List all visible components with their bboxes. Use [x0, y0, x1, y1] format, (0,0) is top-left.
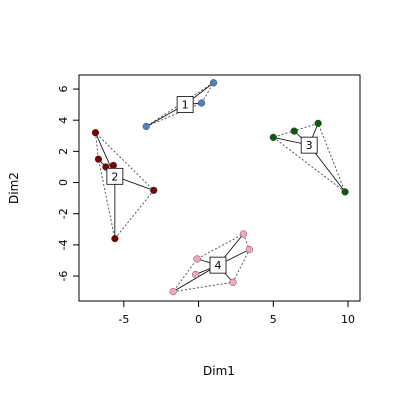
cluster-center-label: 2 — [111, 170, 118, 183]
data-point — [111, 235, 119, 243]
x-tick-label: 10 — [341, 313, 355, 326]
data-point — [91, 129, 100, 137]
cluster-1: 1 — [142, 79, 218, 131]
data-point — [245, 245, 253, 254]
cluster-4: 4 — [169, 230, 253, 296]
data-point — [290, 127, 298, 135]
y-tick-label: 0 — [57, 179, 70, 186]
data-point — [229, 278, 237, 286]
x-axis-title: Dim1 — [203, 364, 235, 378]
x-tick-label: 5 — [270, 313, 277, 326]
data-point — [193, 255, 201, 263]
cluster-3: 3 — [269, 119, 349, 196]
x-tick-label: 0 — [195, 313, 202, 326]
data-point — [197, 99, 206, 107]
data-point — [191, 270, 200, 279]
cluster-hull — [172, 233, 250, 293]
cluster-center-box — [209, 256, 227, 274]
y-tick-label: -2 — [57, 208, 70, 219]
cluster-center-box — [300, 136, 318, 154]
y-tick-label: -6 — [57, 271, 70, 282]
data-point — [150, 186, 158, 194]
cluster-hull — [272, 122, 347, 194]
x-axis: -5 0 5 10 — [118, 300, 355, 326]
y-axis: -6 -4 -2 0 2 4 6 — [57, 86, 80, 282]
data-point — [269, 133, 277, 141]
y-tick-label: 6 — [57, 86, 70, 93]
data-point — [209, 79, 218, 87]
data-point — [239, 230, 248, 238]
cluster-center-box — [106, 167, 124, 185]
y-axis-title: Dim2 — [7, 172, 21, 204]
cluster-center-label: 4 — [215, 259, 222, 272]
y-tick-label: 2 — [57, 148, 70, 155]
cluster-center-label: 1 — [182, 99, 189, 112]
y-tick-label: -4 — [57, 239, 70, 250]
cluster-2: 2 — [91, 129, 158, 243]
cluster-hull — [94, 131, 155, 240]
data-point — [314, 119, 322, 127]
y-tick-label: 4 — [57, 117, 70, 124]
x-tick-label: -5 — [118, 313, 129, 326]
data-point — [109, 161, 117, 170]
data-point — [169, 288, 177, 296]
data-point — [341, 188, 349, 196]
cluster-center-box — [176, 96, 194, 114]
data-point — [94, 155, 103, 163]
clusters-layer: 1 2 3 4 — [91, 79, 349, 296]
cluster-center-label: 3 — [306, 139, 313, 152]
data-point — [142, 122, 150, 131]
